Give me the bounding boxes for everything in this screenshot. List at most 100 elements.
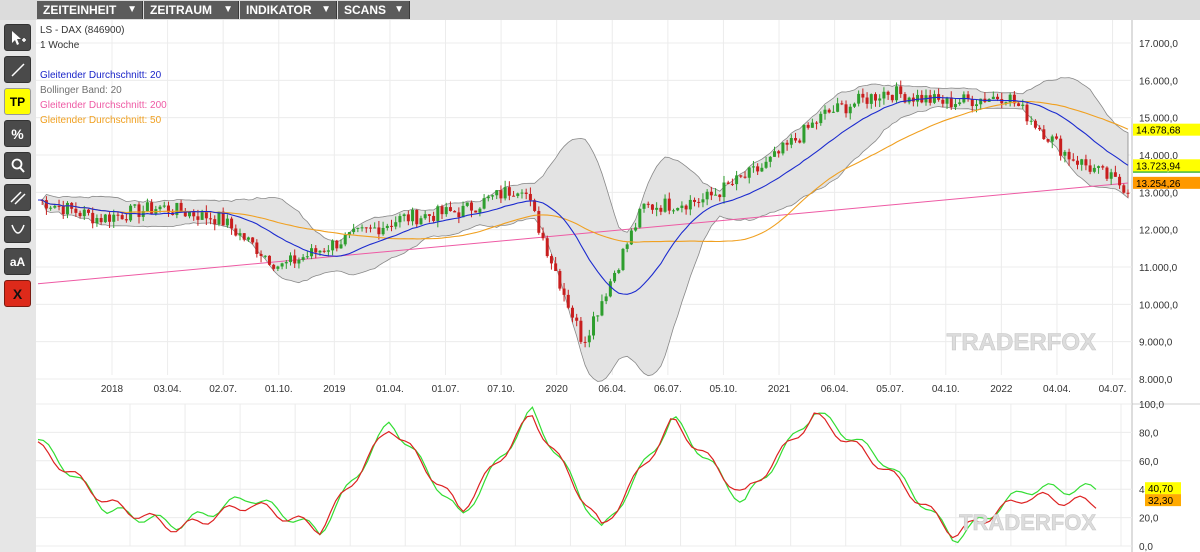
timeframe-label: 1 Woche [40, 40, 80, 51]
legend-sma200: Gleitender Durchschnitt: 200 [40, 100, 167, 111]
menu-zeiteinheit[interactable]: ZEITEINHEIT ▼ [37, 1, 143, 19]
candle-body [188, 212, 192, 217]
candle-body [768, 156, 772, 162]
sma20-line [38, 96, 1129, 295]
candle-body [886, 91, 890, 95]
candle-body [360, 227, 364, 229]
candle-body [297, 259, 301, 264]
candle-body [831, 111, 835, 113]
chart-canvas[interactable]: 2018 03.04. 02.07. 01.10. 2019 01.04. 01.07. 07… [36, 20, 1200, 552]
candle-body [608, 281, 612, 297]
candle-body [979, 98, 983, 105]
chart-area[interactable]: 2018 03.04. 02.07. 01.10. 2019 01.04. 01.07. 07… [36, 20, 1200, 552]
candle-body [352, 228, 356, 233]
x-tick-label: 2018 [101, 384, 124, 395]
menu-zeitraum[interactable]: ZEITRAUM ▼ [144, 1, 239, 19]
candle-body [852, 103, 856, 107]
candle-body [827, 109, 831, 113]
candle-body [1042, 129, 1046, 140]
candle-body [192, 212, 196, 217]
candle-body [932, 94, 936, 103]
candle-body [882, 91, 886, 99]
candle-body [667, 198, 671, 211]
parallel-lines-icon [9, 190, 26, 205]
candle-body [322, 250, 326, 252]
candle-body [777, 151, 781, 154]
candle-body [810, 122, 814, 128]
candle-body [1038, 127, 1042, 130]
delete-drawings-button[interactable]: X [4, 280, 31, 307]
tp-label: TP [9, 94, 26, 109]
candle-body [878, 98, 882, 101]
channel-tool-button[interactable] [4, 184, 31, 211]
candle-body [394, 222, 398, 227]
price-label-box [1133, 123, 1200, 136]
candle-body [251, 237, 255, 243]
line-tool-button[interactable] [4, 56, 31, 83]
oscillator-value-box [1145, 482, 1181, 495]
candle-body [78, 212, 82, 217]
candle-body [512, 195, 516, 197]
percent-tool-button[interactable]: % [4, 120, 31, 147]
candle-body [613, 272, 617, 282]
candle-body [869, 94, 873, 104]
candle-body [221, 211, 225, 226]
magnifier-icon [11, 158, 25, 173]
percent-icon: % [11, 125, 24, 142]
candle-body [432, 215, 436, 221]
price-tick-label: 10.000,0 [1139, 300, 1178, 311]
candle-body [49, 207, 53, 209]
candle-body [903, 94, 907, 103]
candle-body [507, 187, 511, 196]
zoom-tool-button[interactable] [4, 152, 31, 179]
candle-body [234, 228, 238, 236]
candle-body [1105, 167, 1109, 179]
x-tick-label: 2020 [546, 384, 569, 395]
candle-body [356, 227, 360, 229]
candle-body [823, 109, 827, 114]
candle-body [225, 218, 229, 226]
candle-body [246, 237, 250, 240]
candle-body [217, 211, 221, 225]
menu-scans[interactable]: SCANS ▼ [338, 1, 410, 19]
candle-body [411, 209, 415, 222]
candle-body [621, 248, 625, 270]
candle-body [890, 94, 894, 101]
candle-body [760, 167, 764, 172]
candle-body [213, 219, 217, 225]
price-tick-label: 11.000,0 [1139, 263, 1178, 274]
chevron-down-icon: ▼ [223, 4, 233, 15]
candle-body [537, 210, 541, 233]
x-tick-label: 07.10. [487, 384, 515, 395]
candle-body [739, 175, 743, 177]
pointer-tool-button[interactable] [4, 24, 31, 51]
candle-body [390, 225, 394, 227]
candle-body [524, 192, 528, 194]
arc-icon [10, 224, 25, 234]
candle-body [444, 207, 448, 215]
candle-body [642, 203, 646, 209]
x-tick-label: 06.04. [598, 384, 626, 395]
price-label: 13.723,94 [1136, 161, 1181, 172]
curve-tool-button[interactable] [4, 216, 31, 243]
candle-body [974, 104, 978, 107]
candle-body [415, 209, 419, 225]
candle-body [1012, 94, 1016, 104]
candle-body [549, 256, 553, 264]
menu-indikator[interactable]: INDIKATOR ▼ [240, 1, 337, 19]
text-tool-button[interactable]: aA [4, 248, 31, 275]
candle-body [617, 269, 621, 273]
x-tick-label: 06.07. [654, 384, 682, 395]
candle-body [1126, 192, 1130, 194]
tp-tool-button[interactable]: TP [4, 88, 31, 115]
candle-body [722, 182, 726, 198]
candle-body [129, 205, 133, 221]
candle-body [966, 94, 970, 99]
oscillator-value-box [1145, 494, 1181, 507]
candle-body [1063, 151, 1067, 156]
candle-body [625, 244, 629, 249]
candle-body [486, 196, 490, 199]
candle-body [95, 217, 99, 224]
candle-body [928, 95, 932, 103]
candle-body [255, 242, 259, 254]
